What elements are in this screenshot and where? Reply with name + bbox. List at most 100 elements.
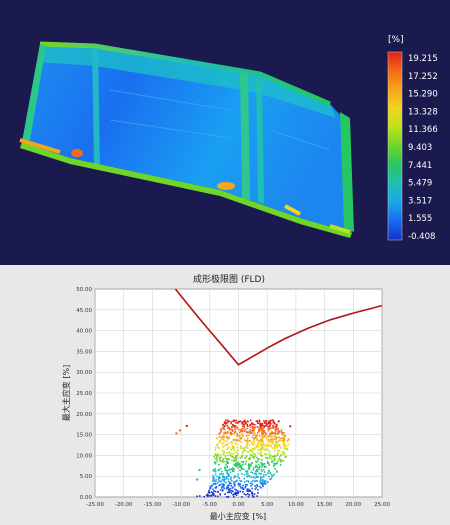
strain-point	[214, 469, 217, 472]
strain-point	[279, 464, 282, 466]
strain-point	[225, 481, 227, 484]
strain-point	[232, 490, 234, 492]
strain-point	[199, 495, 201, 497]
x-tick-label: 15.00	[317, 502, 333, 508]
strain-point	[270, 473, 273, 476]
x-tick-label: -10.00	[172, 502, 190, 508]
strain-point	[219, 484, 222, 486]
strain-point	[211, 484, 214, 487]
strain-point	[262, 464, 264, 467]
strain-point	[234, 458, 236, 461]
strain-point	[261, 441, 264, 444]
strain-point	[283, 445, 285, 447]
strain-point	[264, 453, 266, 455]
strain-point	[228, 480, 230, 483]
strain-point	[261, 462, 264, 465]
strain-point	[242, 463, 244, 466]
strain-point	[215, 475, 218, 478]
strain-point	[281, 453, 283, 456]
strain-point	[228, 428, 231, 430]
strain-point	[241, 473, 243, 475]
strain-point	[269, 422, 272, 424]
strain-point	[248, 465, 250, 467]
strain-point	[222, 439, 225, 441]
strain-point	[277, 452, 279, 454]
strain-point	[238, 477, 241, 479]
strain-point	[263, 471, 266, 473]
strain-point	[205, 494, 208, 497]
strain-point	[272, 441, 274, 443]
strain-point	[253, 424, 256, 426]
contour-view[interactable]: [%] 19.215 17.252 15.290 13.328 11.366 9.403 7…	[0, 0, 450, 265]
strain-point	[249, 475, 251, 478]
strain-point	[263, 463, 266, 465]
strain-point	[254, 455, 256, 458]
strain-point	[237, 464, 239, 466]
strain-point	[260, 473, 262, 475]
strain-point	[265, 474, 267, 476]
strain-point	[283, 439, 286, 442]
strain-point	[257, 452, 259, 455]
strain-point	[227, 427, 229, 429]
strain-point	[245, 440, 248, 442]
strain-point	[223, 476, 226, 478]
strain-point	[256, 439, 259, 441]
strain-point	[224, 422, 226, 424]
strain-point	[260, 448, 263, 450]
strain-point	[273, 426, 276, 429]
strain-point	[259, 444, 262, 446]
strain-point	[227, 442, 230, 445]
strain-point	[237, 473, 240, 476]
strain-point	[259, 424, 262, 426]
strain-point	[251, 449, 253, 451]
strain-point	[227, 438, 229, 440]
strain-point	[246, 437, 249, 440]
strain-point	[281, 451, 284, 454]
strain-point	[263, 447, 265, 449]
strain-point	[255, 472, 257, 475]
strain-point	[226, 422, 228, 424]
y-tick-label: 50.00	[76, 287, 92, 293]
strain-point	[236, 426, 238, 429]
strain-point	[265, 424, 268, 426]
strain-point	[246, 425, 249, 427]
strain-point	[260, 481, 262, 484]
strain-point	[230, 468, 233, 470]
strain-point	[221, 426, 224, 429]
strain-point	[237, 466, 239, 469]
strain-point	[226, 476, 228, 479]
strain-point	[249, 458, 251, 461]
strain-point	[274, 423, 276, 425]
strain-point	[257, 421, 259, 424]
strain-point	[235, 456, 237, 459]
strain-point	[269, 427, 271, 430]
strain-point	[252, 443, 255, 446]
strain-point	[241, 456, 243, 458]
strain-point	[215, 486, 218, 488]
strain-point	[264, 431, 267, 434]
strain-point	[239, 464, 241, 466]
strain-point	[275, 428, 277, 431]
strain-point	[253, 427, 256, 430]
strain-point	[233, 446, 235, 448]
strain-point	[241, 486, 244, 489]
strain-point	[249, 430, 251, 433]
strain-point	[214, 482, 216, 485]
strain-point	[268, 464, 271, 466]
strain-point	[235, 465, 238, 468]
strain-point	[227, 486, 230, 489]
strain-point	[258, 468, 260, 470]
strain-point	[273, 459, 275, 461]
strain-point	[233, 440, 235, 442]
strain-point	[251, 430, 254, 432]
strain-point	[283, 438, 285, 440]
strain-point	[246, 443, 249, 445]
strain-point	[259, 480, 261, 483]
strain-point	[256, 426, 259, 428]
x-tick-label: 0.00	[232, 502, 245, 508]
strain-point	[227, 496, 230, 498]
strain-point	[247, 475, 249, 477]
strain-point	[268, 475, 270, 478]
strain-point	[230, 431, 233, 434]
strain-point	[215, 479, 217, 481]
